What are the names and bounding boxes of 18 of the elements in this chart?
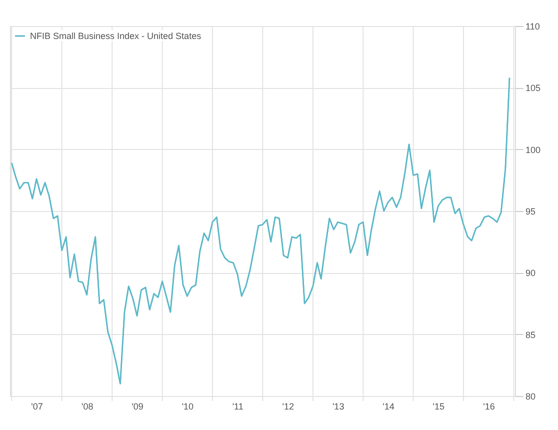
y-tick-label: 85 [526,330,536,340]
x-tick-label: '16 [483,402,495,412]
x-tick-label: '11 [232,402,244,412]
y-tick-label: 105 [526,83,541,94]
legend-label: NFIB Small Business Index - United States [30,31,202,41]
x-tick-label: '09 [132,402,144,412]
y-tick-label: 95 [526,206,536,216]
y-tick-label: 80 [526,392,536,402]
x-tick-label: '15 [432,402,445,412]
x-tick-label: '08 [81,402,94,412]
x-tick-label: '13 [332,402,344,412]
x-tick-label: '07 [31,402,43,412]
x-tick-label: '12 [282,402,294,412]
x-tick-label: '14 [382,402,394,412]
y-tick-label: 90 [526,268,536,278]
y-tick-label: 110 [526,22,540,32]
x-tick-label: '10 [182,402,194,412]
y-tick-label: 100 [526,144,541,155]
